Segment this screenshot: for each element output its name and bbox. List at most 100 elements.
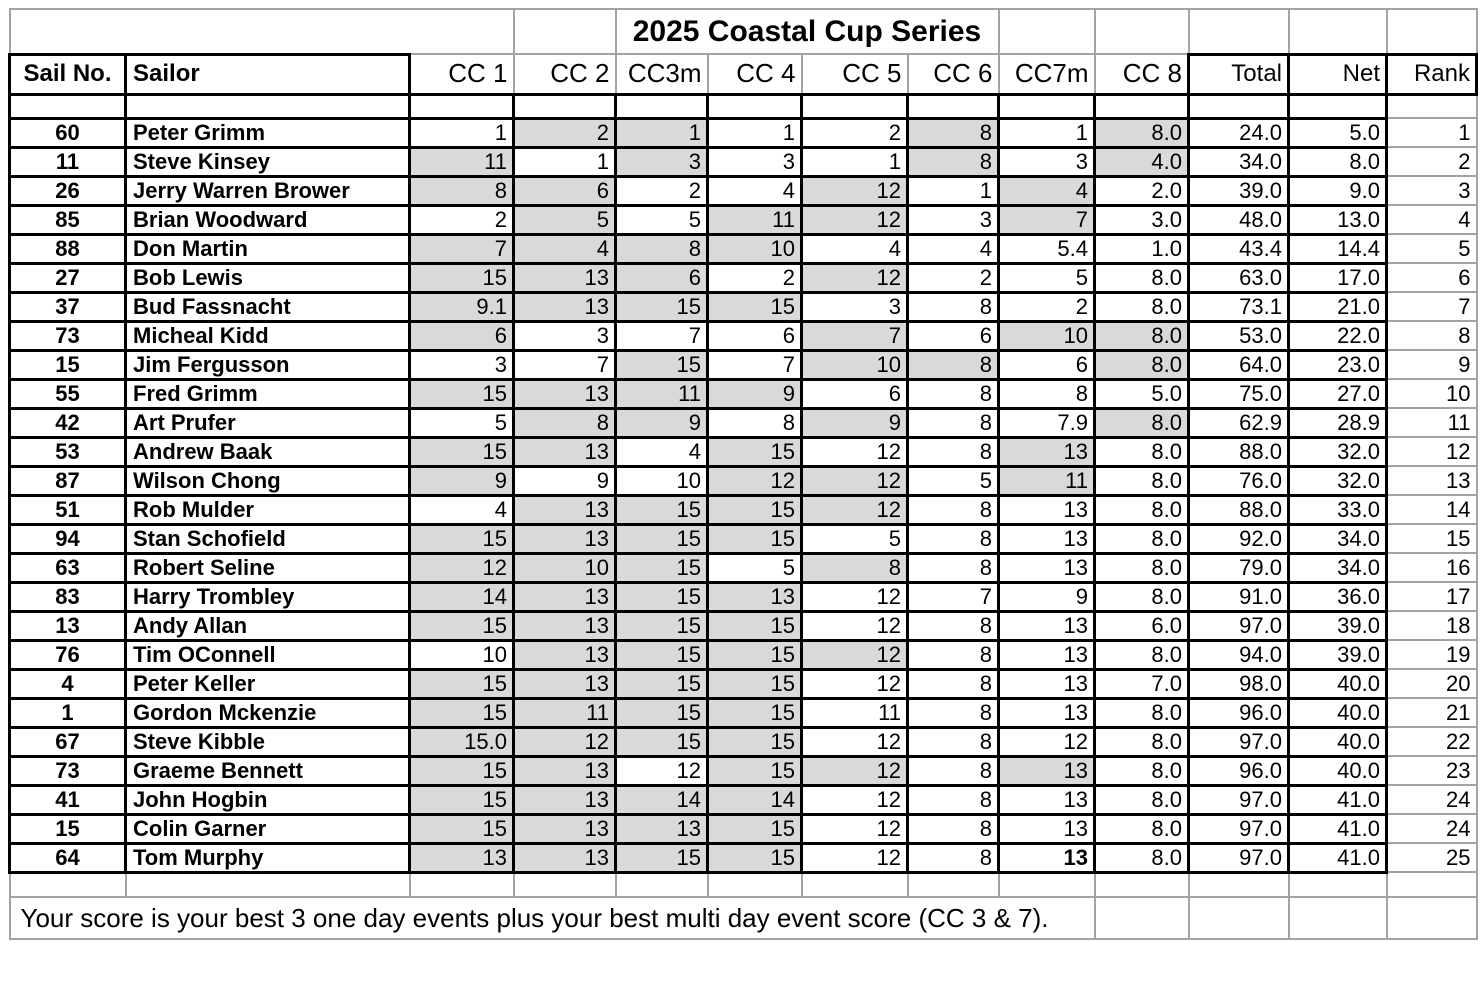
spacer-cell xyxy=(800,92,909,120)
score-cell: 13 xyxy=(997,551,1096,584)
sail-no-cell: 63 xyxy=(8,551,127,584)
sail-no-cell: 67 xyxy=(8,725,127,758)
sailor-cell: Micheal Kidd xyxy=(124,319,411,352)
rank-cell: 19 xyxy=(1385,639,1478,670)
total-cell: 73.1 xyxy=(1187,290,1290,323)
total-cell: 53.0 xyxy=(1187,319,1290,352)
score-cell: 15 xyxy=(614,290,709,323)
score-cell: 8 xyxy=(906,812,1000,845)
score-cell: 8.0 xyxy=(1093,841,1190,874)
rank-cell: 8 xyxy=(1385,320,1478,351)
net-cell: 14.4 xyxy=(1287,232,1388,265)
rank-cell: 1 xyxy=(1385,117,1478,148)
spacer-cell xyxy=(8,871,127,898)
score-cell: 8.0 xyxy=(1093,493,1190,526)
score-cell: 12 xyxy=(800,203,909,236)
score-cell: 8 xyxy=(906,145,1000,178)
score-cell: 8.0 xyxy=(1093,522,1190,555)
score-cell: 13 xyxy=(512,377,617,410)
sailor-cell: Art Prufer xyxy=(124,406,411,439)
score-cell: 8.0 xyxy=(1093,464,1190,497)
score-cell: 15 xyxy=(614,841,709,874)
score-cell: 15 xyxy=(614,522,709,555)
score-cell: 15 xyxy=(614,580,709,613)
score-cell: 12 xyxy=(706,464,803,497)
title-row-blank-cell xyxy=(1385,8,1478,55)
total-cell: 96.0 xyxy=(1187,696,1290,729)
score-cell: 13 xyxy=(512,522,617,555)
table-row: 15 Jim Fergusson 3 7 15 7 10 8 6 8.0 64.0 23.0 9 xyxy=(8,348,1478,381)
score-cell: 5 xyxy=(614,203,709,236)
net-cell: 34.0 xyxy=(1287,522,1388,555)
score-cell: 12 xyxy=(800,754,909,787)
table-row: 53 Andrew Baak 15 13 4 15 12 8 13 8.0 88.0 32.0 12 xyxy=(8,435,1478,468)
scoring-note: Your score is your best 3 one day events… xyxy=(8,896,1096,940)
net-cell: 39.0 xyxy=(1287,609,1388,642)
score-cell: 15 xyxy=(408,377,515,410)
score-cell: 4 xyxy=(800,232,909,265)
sailor-cell: Andrew Baak xyxy=(124,435,411,468)
score-cell: 8 xyxy=(512,406,617,439)
score-cell: 15 xyxy=(614,348,709,381)
score-cell: 13 xyxy=(512,783,617,816)
sailor-cell: Gordon Mckenzie xyxy=(124,696,411,729)
score-cell: 8.0 xyxy=(1093,696,1190,729)
score-cell: 8 xyxy=(906,696,1000,729)
table-row: 15 Colin Garner 15 13 13 15 12 8 13 8.0 97.0 41.0 24 xyxy=(8,812,1478,845)
score-cell: 2.0 xyxy=(1093,174,1190,207)
score-cell: 15 xyxy=(614,493,709,526)
net-cell: 13.0 xyxy=(1287,203,1388,236)
spacer-cell xyxy=(408,871,515,898)
net-cell: 36.0 xyxy=(1287,580,1388,613)
score-cell: 8.0 xyxy=(1093,551,1190,584)
score-cell: 8.0 xyxy=(1093,261,1190,294)
header-row: Sail No. Sailor CC 1 CC 2 CC3m CC 4 CC 5… xyxy=(8,52,1478,96)
total-cell: 97.0 xyxy=(1187,609,1290,642)
score-cell: 15 xyxy=(706,638,803,671)
sail-no-cell: 73 xyxy=(8,754,127,787)
sailor-cell: Brian Woodward xyxy=(124,203,411,236)
score-cell: 13 xyxy=(512,580,617,613)
score-cell: 13 xyxy=(512,261,617,294)
score-cell: 13 xyxy=(512,812,617,845)
spacer-cell xyxy=(906,92,1000,120)
col-header-sail-no: Sail No. xyxy=(8,52,127,96)
score-cell: 13 xyxy=(997,667,1096,700)
score-cell: 13 xyxy=(512,435,617,468)
score-cell: 12 xyxy=(800,493,909,526)
score-cell: 12 xyxy=(800,261,909,294)
sail-no-cell: 76 xyxy=(8,638,127,671)
col-header-cc5: CC 5 xyxy=(800,53,909,95)
table-row: 88 Don Martin 7 4 8 10 4 4 5.4 1.0 43.4 14.4 5 xyxy=(8,232,1478,265)
title-row-blank-cell xyxy=(1187,8,1290,55)
score-cell: 5 xyxy=(997,261,1096,294)
rank-cell: 24 xyxy=(1385,784,1478,815)
total-cell: 92.0 xyxy=(1187,522,1290,555)
table-row: 55 Fred Grimm 15 13 11 9 6 8 8 5.0 75.0 27.0 10 xyxy=(8,377,1478,410)
spacer-cell xyxy=(1385,93,1478,119)
score-cell: 12 xyxy=(800,812,909,845)
score-cell: 8 xyxy=(906,493,1000,526)
col-header-net: Net xyxy=(1287,52,1388,96)
score-cell: 15 xyxy=(408,435,515,468)
rank-cell: 2 xyxy=(1385,146,1478,177)
score-cell: 12 xyxy=(800,725,909,758)
score-cell: 6 xyxy=(906,319,1000,352)
net-cell: 27.0 xyxy=(1287,377,1388,410)
score-cell: 10 xyxy=(800,348,909,381)
score-cell: 13 xyxy=(512,841,617,874)
total-cell: 88.0 xyxy=(1187,493,1290,526)
score-cell: 12 xyxy=(800,609,909,642)
score-cell: 15 xyxy=(614,638,709,671)
score-cell: 9 xyxy=(706,377,803,410)
table-row: 42 Art Prufer 5 8 9 8 9 8 7.9 8.0 62.9 28.9 11 xyxy=(8,406,1478,439)
score-cell: 9 xyxy=(614,406,709,439)
spacer-cell xyxy=(800,871,909,898)
score-cell: 1.0 xyxy=(1093,232,1190,265)
spacer-cell xyxy=(906,871,1000,898)
score-cell: 2 xyxy=(906,261,1000,294)
score-cell: 7 xyxy=(800,319,909,352)
col-header-cc8: CC 8 xyxy=(1093,53,1190,95)
score-cell: 5 xyxy=(800,522,909,555)
title-row: 2025 Coastal Cup Series xyxy=(8,8,1478,55)
